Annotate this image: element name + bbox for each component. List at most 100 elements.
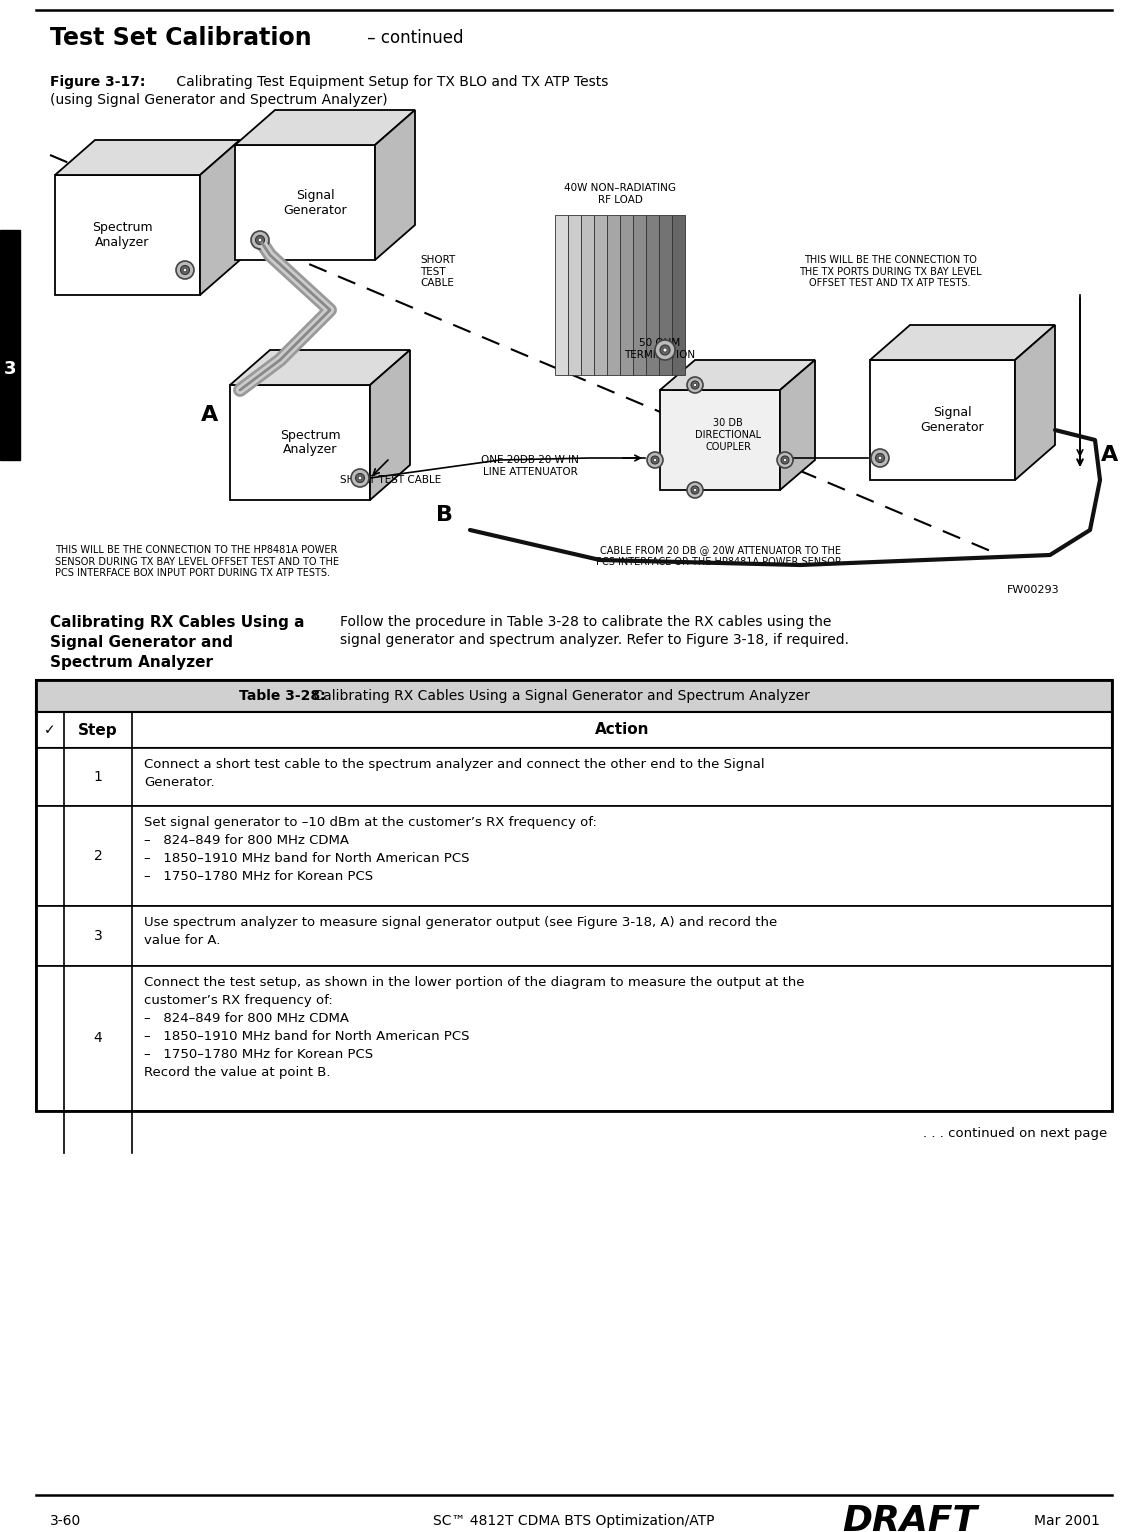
Text: Spectrum
Analyzer: Spectrum Analyzer <box>280 429 340 457</box>
Bar <box>581 214 594 375</box>
Text: 30 DB
DIRECTIONAL
COUPLER: 30 DB DIRECTIONAL COUPLER <box>695 418 761 452</box>
Text: THIS WILL BE THE CONNECTION TO
THE TX PORTS DURING TX BAY LEVEL
OFFSET TEST AND : THIS WILL BE THE CONNECTION TO THE TX PO… <box>799 254 982 288</box>
Polygon shape <box>200 139 240 296</box>
Circle shape <box>691 381 699 389</box>
Bar <box>36 967 1112 1111</box>
Circle shape <box>358 476 362 480</box>
Text: 3: 3 <box>94 928 102 944</box>
Text: Connect a short test cable to the spectrum analyzer and connect the other end to: Connect a short test cable to the spectr… <box>144 758 765 789</box>
Circle shape <box>781 457 789 464</box>
Text: Signal
Generator: Signal Generator <box>921 406 984 434</box>
Polygon shape <box>55 139 240 175</box>
Circle shape <box>878 457 882 460</box>
Text: Figure 3-17:: Figure 3-17: <box>51 75 146 89</box>
Text: Use spectrum analyzer to measure signal generator output (see Figure 3-18, A) an: Use spectrum analyzer to measure signal … <box>144 916 777 947</box>
Text: Follow the procedure in Table 3-28 to calibrate the RX cables using the: Follow the procedure in Table 3-28 to ca… <box>340 614 831 630</box>
Text: FW00293: FW00293 <box>1008 585 1060 594</box>
Text: SHORT
TEST
CABLE: SHORT TEST CABLE <box>420 254 456 288</box>
Bar <box>594 214 607 375</box>
Text: . . . continued on next page: . . . continued on next page <box>923 1126 1107 1140</box>
Circle shape <box>871 449 889 467</box>
Circle shape <box>176 260 194 279</box>
Text: Set signal generator to –10 dBm at the customer’s RX frequency of:
–   824–849 f: Set signal generator to –10 dBm at the c… <box>144 817 597 882</box>
Bar <box>554 214 568 375</box>
Circle shape <box>258 237 262 242</box>
Circle shape <box>660 345 670 355</box>
Text: 1: 1 <box>94 771 102 784</box>
Circle shape <box>256 236 264 245</box>
Text: Spectrum Analyzer: Spectrum Analyzer <box>51 656 214 669</box>
Circle shape <box>180 265 189 274</box>
Text: Signal
Generator: Signal Generator <box>284 188 347 216</box>
Circle shape <box>691 486 699 493</box>
Text: ONE 20DB 20 W IN
LINE ATTENUATOR: ONE 20DB 20 W IN LINE ATTENUATOR <box>481 455 579 476</box>
Text: SHORT TEST CABLE: SHORT TEST CABLE <box>340 475 441 486</box>
Text: DRAFT: DRAFT <box>843 1504 978 1532</box>
Circle shape <box>693 383 697 386</box>
Text: CABLE FROM 20 DB @ 20W ATTENUATOR TO THE
PCS INTERFACE OR THE HP8481A POWER SENS: CABLE FROM 20 DB @ 20W ATTENUATOR TO THE… <box>596 545 844 567</box>
Text: 2: 2 <box>94 849 102 863</box>
Text: signal generator and spectrum analyzer. Refer to Figure 3-18, if required.: signal generator and spectrum analyzer. … <box>340 633 850 647</box>
Circle shape <box>356 473 365 483</box>
Polygon shape <box>870 360 1015 480</box>
Polygon shape <box>1015 325 1055 480</box>
Text: 3-60: 3-60 <box>51 1514 82 1527</box>
Bar <box>36 680 1112 712</box>
Circle shape <box>656 340 675 360</box>
Bar <box>36 806 1112 905</box>
Polygon shape <box>870 325 1055 360</box>
Circle shape <box>351 469 369 487</box>
Bar <box>36 712 1112 748</box>
Circle shape <box>251 231 269 250</box>
Bar <box>0 230 20 345</box>
Polygon shape <box>230 349 410 385</box>
Text: A: A <box>201 404 218 424</box>
Bar <box>633 214 646 375</box>
Bar <box>36 748 1112 806</box>
Text: Test Set Calibration: Test Set Calibration <box>51 26 311 51</box>
Polygon shape <box>660 360 815 391</box>
Text: SC™ 4812T CDMA BTS Optimization/ATP: SC™ 4812T CDMA BTS Optimization/ATP <box>433 1514 715 1527</box>
Circle shape <box>687 377 703 394</box>
Bar <box>646 214 659 375</box>
Text: – continued: – continued <box>362 29 464 47</box>
Bar <box>36 905 1112 967</box>
Circle shape <box>184 268 187 271</box>
Polygon shape <box>55 175 200 296</box>
Bar <box>620 214 633 375</box>
Polygon shape <box>235 146 375 260</box>
Text: Step: Step <box>78 723 118 737</box>
Polygon shape <box>370 349 410 499</box>
Text: Spectrum
Analyzer: Spectrum Analyzer <box>92 221 153 250</box>
Text: Signal Generator and: Signal Generator and <box>51 634 233 650</box>
Text: THIS WILL BE THE CONNECTION TO THE HP8481A POWER
SENSOR DURING TX BAY LEVEL OFFS: THIS WILL BE THE CONNECTION TO THE HP848… <box>55 545 339 578</box>
Circle shape <box>651 457 659 464</box>
Text: A: A <box>1101 444 1118 466</box>
Polygon shape <box>230 385 370 499</box>
Text: 50 OHM
TERMINATION: 50 OHM TERMINATION <box>625 339 696 360</box>
Circle shape <box>664 348 667 352</box>
Text: 40W NON–RADIATING
RF LOAD: 40W NON–RADIATING RF LOAD <box>564 184 676 205</box>
Circle shape <box>876 453 884 463</box>
Circle shape <box>783 458 786 461</box>
Polygon shape <box>779 360 815 490</box>
Text: Calibrating RX Cables Using a: Calibrating RX Cables Using a <box>51 614 304 630</box>
Polygon shape <box>235 110 414 146</box>
Circle shape <box>693 489 697 492</box>
Text: Action: Action <box>595 723 650 737</box>
Text: Mar 2001: Mar 2001 <box>1034 1514 1100 1527</box>
Text: (using Signal Generator and Spectrum Analyzer): (using Signal Generator and Spectrum Ana… <box>51 93 388 107</box>
Text: B: B <box>436 506 453 525</box>
Circle shape <box>647 452 664 467</box>
Bar <box>36 680 1112 1111</box>
Text: Calibrating Test Equipment Setup for TX BLO and TX ATP Tests: Calibrating Test Equipment Setup for TX … <box>172 75 608 89</box>
Bar <box>0 345 20 460</box>
Bar <box>672 214 685 375</box>
Circle shape <box>687 483 703 498</box>
Text: Connect the test setup, as shown in the lower portion of the diagram to measure : Connect the test setup, as shown in the … <box>144 976 805 1079</box>
Polygon shape <box>375 110 414 260</box>
Polygon shape <box>660 391 779 490</box>
Bar <box>607 214 620 375</box>
Circle shape <box>653 458 657 461</box>
Circle shape <box>777 452 793 467</box>
